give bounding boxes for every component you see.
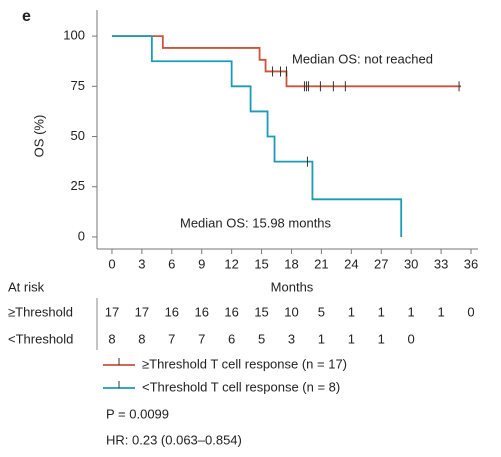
risk-count: 10 <box>284 304 298 319</box>
y-axis-label: OS (%) <box>31 115 46 158</box>
annotation: Median OS: 15.98 months <box>180 215 332 230</box>
panel-label: e <box>22 8 31 25</box>
risk-count: 7 <box>198 331 205 346</box>
x-tick-label: 0 <box>108 256 115 271</box>
risk-count: 1 <box>318 331 325 346</box>
y-tick-label: 50 <box>71 128 85 143</box>
risk-count: 1 <box>348 304 355 319</box>
risk-count: 3 <box>288 331 295 346</box>
x-tick-label: 27 <box>374 256 388 271</box>
note: HR: 0.23 (0.063–0.854) <box>106 432 242 447</box>
x-tick-label: 15 <box>254 256 268 271</box>
risk-count: 0 <box>467 304 474 319</box>
x-tick-label: 6 <box>168 256 175 271</box>
risk-count: 16 <box>165 304 179 319</box>
x-tick-label: 18 <box>284 256 298 271</box>
note: P = 0.0099 <box>106 406 169 421</box>
y-tick-label: 100 <box>63 28 85 43</box>
x-axis-label: Months <box>271 279 314 294</box>
risk-count: 1 <box>408 304 415 319</box>
risk-count: 1 <box>378 331 385 346</box>
x-tick-label: 36 <box>464 256 478 271</box>
risk-count: 16 <box>224 304 238 319</box>
risk-count: 8 <box>108 331 115 346</box>
risk-count: 7 <box>168 331 175 346</box>
risk-row-label: <Threshold <box>8 331 73 346</box>
survival-curve <box>111 35 462 88</box>
legend-label: <Threshold T cell response (n = 8) <box>142 379 340 394</box>
risk-count: 15 <box>254 304 268 319</box>
risk-count: 5 <box>318 304 325 319</box>
risk-count: 1 <box>378 304 385 319</box>
risk-count: 17 <box>135 304 149 319</box>
x-tick-label: 21 <box>314 256 328 271</box>
x-tick-label: 9 <box>198 256 205 271</box>
risk-count: 6 <box>228 331 235 346</box>
risk-count: 5 <box>258 331 265 346</box>
legend-label: ≥Threshold T cell response (n = 17) <box>142 356 347 371</box>
x-tick-label: 3 <box>138 256 145 271</box>
survival-curve <box>111 35 403 237</box>
risk-count: 17 <box>105 304 119 319</box>
y-tick-label: 25 <box>71 178 85 193</box>
risk-title: At risk <box>8 279 45 294</box>
x-tick-label: 30 <box>404 256 418 271</box>
x-tick-label: 33 <box>434 256 448 271</box>
risk-count: 16 <box>194 304 208 319</box>
y-tick-label: 0 <box>78 228 85 243</box>
y-tick-label: 75 <box>71 78 85 93</box>
risk-count: 0 <box>408 331 415 346</box>
risk-count: 1 <box>348 331 355 346</box>
risk-count: 8 <box>138 331 145 346</box>
x-tick-label: 12 <box>224 256 238 271</box>
x-tick-label: 24 <box>344 256 358 271</box>
risk-count: 1 <box>437 304 444 319</box>
annotation: Median OS: not reached <box>292 51 433 66</box>
risk-row-label: ≥Threshold <box>8 304 73 319</box>
